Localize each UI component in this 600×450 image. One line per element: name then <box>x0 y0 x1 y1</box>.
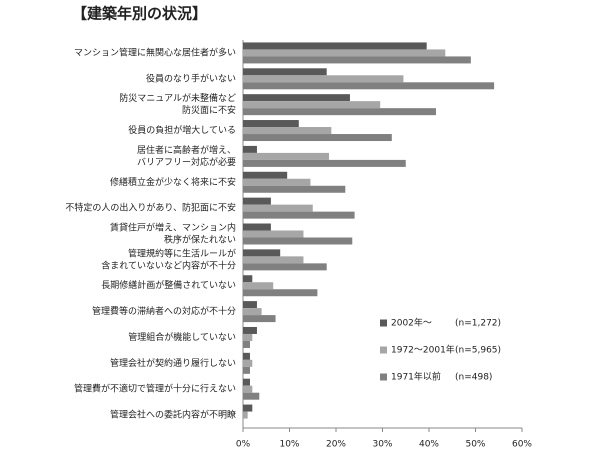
y-tick-label: 防災マニュアルが未整備など <box>119 92 236 104</box>
bar <box>243 366 250 374</box>
x-tick-label: 30% <box>372 440 392 450</box>
bar <box>243 404 253 412</box>
y-tick-label: 含まれていないなど内容が不十分 <box>101 259 236 271</box>
bar <box>243 315 276 323</box>
bar <box>243 56 471 64</box>
chart-title: 【建築年別の状況】 <box>72 5 207 23</box>
y-tick-label: 修繕積立金が少なく将来に不安 <box>110 176 236 188</box>
legend-swatch <box>380 346 387 354</box>
bar <box>243 204 313 212</box>
bar <box>243 263 327 271</box>
y-tick-label: マンション管理に無関心な居住者が多い <box>74 46 236 58</box>
bar <box>243 230 304 238</box>
bar <box>243 127 332 135</box>
x-tick-label: 40% <box>419 440 439 450</box>
bar <box>243 392 260 400</box>
bar <box>243 333 253 341</box>
bar <box>243 42 427 50</box>
bar <box>243 237 353 245</box>
bar <box>243 326 257 334</box>
legend-label: 1972〜2001年 <box>391 344 455 356</box>
x-tick-label: 60% <box>512 440 532 450</box>
y-tick-label: 管理費が不適切で管理が十分に行えない <box>74 383 236 395</box>
y-tick-label: 長期修繕計画が整備されていない <box>101 279 236 291</box>
bar <box>243 75 404 83</box>
bar <box>243 101 381 109</box>
legend-swatch <box>380 373 387 381</box>
y-tick-label: 不特定の人の出入りがあり、防犯面に不安 <box>65 202 236 214</box>
bar <box>243 178 311 186</box>
bar <box>243 94 350 102</box>
bar <box>243 282 274 290</box>
x-tick-label: 10% <box>279 440 299 450</box>
bar <box>243 359 253 367</box>
legend-label: 2002年〜 <box>391 317 432 329</box>
bar <box>243 211 355 219</box>
x-tick-label: 0% <box>236 440 251 450</box>
legend-swatch <box>380 319 387 327</box>
y-tick-label: バリアフリー対応が必要 <box>137 156 236 168</box>
bar <box>243 352 250 360</box>
y-tick-label: 管理組合が機能していない <box>128 331 236 343</box>
y-tick-label: 管理会社が契約通り履行しない <box>110 357 236 369</box>
y-tick-label: 賃貸住戸が増え、マンション内 <box>110 222 236 234</box>
bar <box>243 197 271 205</box>
bar <box>243 378 250 386</box>
bar <box>243 134 392 142</box>
bar <box>243 68 327 76</box>
y-tick-label: 管理会社への委託内容が不明瞭 <box>110 409 236 421</box>
y-tick-label: 秩序が保たれない <box>164 234 236 246</box>
y-tick-label: 居住者に高齢者が増え、 <box>137 144 236 156</box>
bar <box>243 108 436 116</box>
legend-sample: (n=1,272) <box>455 319 501 329</box>
bar <box>243 171 288 179</box>
bar <box>243 152 330 160</box>
legend-label: 1971年以前 <box>391 371 441 383</box>
bar <box>243 49 446 57</box>
x-tick-label: 20% <box>326 440 346 450</box>
bar <box>243 82 495 90</box>
y-tick-label: 防災面に不安 <box>182 104 236 116</box>
bar <box>243 411 248 419</box>
legend-sample: (n=498) <box>455 373 492 383</box>
bar <box>243 308 262 316</box>
bar <box>243 301 257 309</box>
legend-sample: (n=5,965) <box>455 346 501 356</box>
bar <box>243 289 318 297</box>
bar <box>243 159 406 167</box>
bar <box>243 275 253 283</box>
x-tick-label: 50% <box>465 440 485 450</box>
y-tick-label: 役員の負担が増大している <box>128 124 236 136</box>
bar <box>243 256 304 264</box>
bar <box>243 120 299 128</box>
bar <box>243 385 253 393</box>
y-tick-label: 管理規約等に生活ルールが <box>128 247 236 259</box>
bar <box>243 145 257 153</box>
bar <box>243 185 346 193</box>
bar <box>243 249 281 257</box>
y-tick-label: 管理費等の滞納者への対応が不十分 <box>92 305 236 317</box>
bar <box>243 223 271 231</box>
y-tick-label: 役員のなり手がいない <box>146 72 236 84</box>
bar <box>243 340 250 348</box>
